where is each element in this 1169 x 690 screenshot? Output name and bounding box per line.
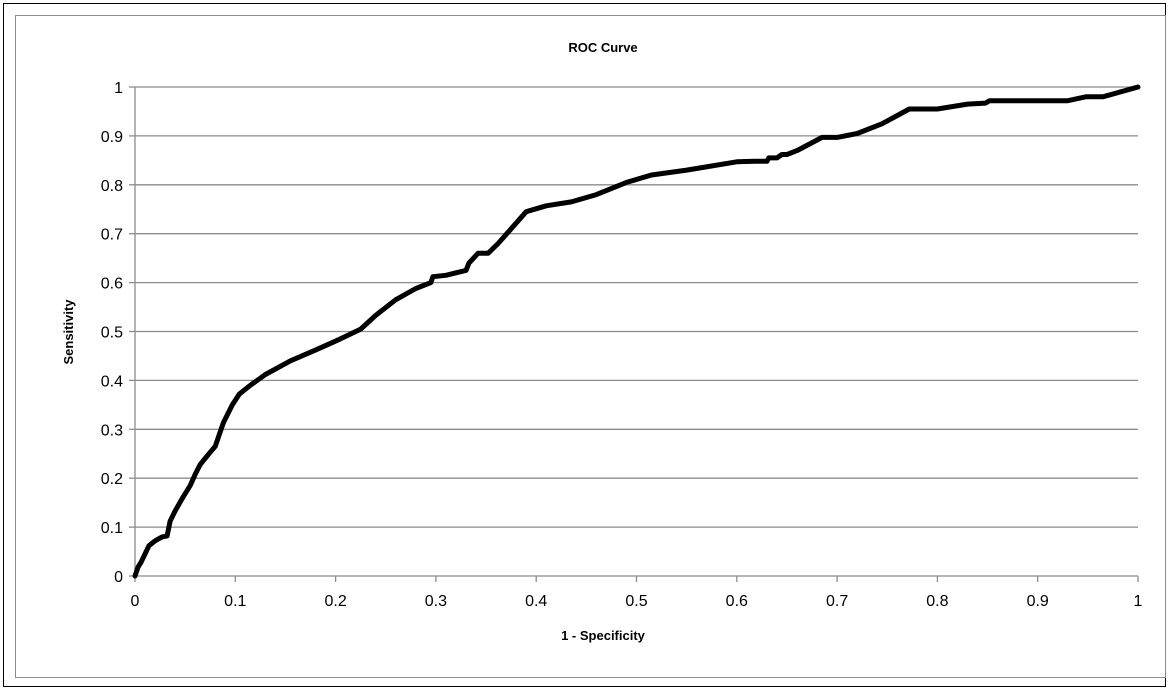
x-tick-label: 0.5 — [625, 593, 647, 610]
axes — [129, 86, 1139, 582]
x-tick-label: 0.2 — [324, 593, 346, 610]
series-layer — [132, 84, 1141, 579]
roc-curve-line — [132, 84, 1141, 579]
x-tick-label: 0.7 — [826, 593, 848, 610]
y-tick-label: 0.3 — [101, 422, 123, 439]
chart-title: ROC Curve — [568, 40, 637, 55]
y-tick-label: 0.4 — [101, 373, 123, 390]
x-tick-label: 0.4 — [525, 593, 547, 610]
x-tick-label: 0.3 — [425, 593, 447, 610]
x-tick-label: 1 — [1134, 593, 1143, 610]
x-tick-label: 0.8 — [926, 593, 948, 610]
y-tick-label: 0.7 — [101, 227, 123, 244]
x-tick-label: 0.1 — [224, 593, 246, 610]
y-tick-label: 1 — [114, 80, 123, 97]
y-tick-label: 0.9 — [101, 129, 123, 146]
y-axis-title: Sensitivity — [61, 299, 76, 365]
y-tick-label: 0.2 — [101, 471, 123, 488]
tick-labels: 0 0.1 0.2 0.3 0.4 0.5 0.6 0.7 0.8 0.9 1 0 0.1 0.2 0.3 0… — [101, 80, 1143, 610]
y-tick-label: 0.1 — [101, 520, 123, 537]
chart-frame — [3, 3, 1166, 687]
y-tick-label: 0.6 — [101, 276, 123, 293]
y-tick-label: 0 — [114, 569, 123, 586]
x-tick-label: 0 — [131, 593, 140, 610]
x-tick-label: 0.6 — [726, 593, 748, 610]
y-tick-label: 0.5 — [101, 325, 123, 342]
y-tick-label: 0.8 — [101, 178, 123, 195]
grid-lines — [135, 86, 1138, 528]
x-tick-label: 0.9 — [1027, 593, 1049, 610]
x-axis-title: 1 - Specificity — [561, 628, 646, 643]
plot-area-border — [15, 15, 1166, 678]
